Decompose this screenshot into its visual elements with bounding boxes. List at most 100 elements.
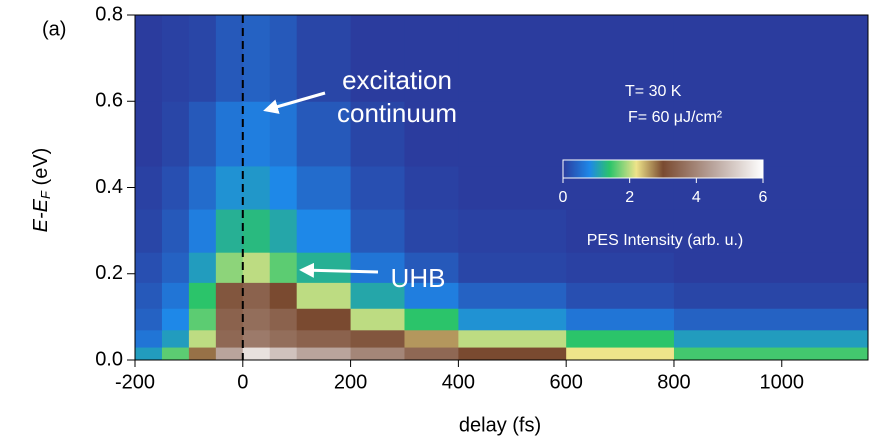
heatmap-cell — [161, 282, 190, 309]
heatmap-cell — [188, 308, 217, 331]
annotation: T= 30 K — [625, 83, 682, 100]
heatmap-cell — [161, 329, 190, 348]
heatmap-cell — [404, 347, 459, 361]
heatmap-cell — [350, 252, 405, 283]
heatmap-cell — [458, 329, 567, 348]
heatmap-cell — [673, 347, 869, 361]
heatmap-cell — [215, 101, 244, 167]
heatmap-cell — [135, 252, 163, 283]
annotation: UHB — [391, 263, 446, 293]
heatmap-cell — [350, 209, 405, 253]
x-axis-label: delay (fs) — [459, 414, 541, 436]
heatmap-cell — [458, 252, 567, 283]
heatmap-cell — [566, 282, 675, 309]
heatmap-cell — [673, 308, 869, 331]
heatmap-cell — [161, 101, 190, 167]
heatmap-cell — [458, 101, 567, 167]
heatmap-cell — [458, 15, 567, 102]
heatmap-cell — [350, 347, 405, 361]
heatmap-cell — [242, 15, 271, 102]
heatmap-cell — [242, 209, 271, 253]
heatmap-cell — [242, 347, 271, 361]
heatmap-cell — [161, 308, 190, 331]
heatmap-cell — [215, 15, 244, 102]
arrow — [299, 262, 379, 278]
heatmap-cell — [350, 308, 405, 331]
heatmap-cell — [269, 165, 298, 210]
heatmap-cell — [404, 252, 459, 283]
colorbar-tick-label: 2 — [625, 189, 634, 206]
heatmap-cell — [350, 101, 405, 167]
heatmap-cell — [188, 101, 217, 167]
heatmap-cell — [269, 252, 298, 283]
heatmap-cell — [188, 165, 217, 210]
heatmap-cell — [269, 209, 298, 253]
x-tick-label: 1000 — [760, 371, 805, 393]
annotation: continuum — [337, 98, 457, 128]
heatmap-cell — [188, 252, 217, 283]
heatmap-cell — [404, 165, 459, 210]
annotation: excitation — [342, 65, 452, 95]
x-tick-label: 200 — [334, 371, 367, 393]
heatmap-cell — [566, 209, 675, 253]
y-tick-label: 0.6 — [95, 90, 123, 112]
heatmap-cell — [188, 329, 217, 348]
heatmap-cell — [673, 15, 869, 102]
heatmap-cell — [673, 209, 869, 253]
y-label-sub: F — [38, 190, 53, 199]
heatmap-cell — [296, 282, 352, 309]
heatmap-cell — [350, 282, 405, 309]
heatmap-cell — [404, 101, 459, 167]
heatmap-cell — [135, 101, 163, 167]
heatmap-cell — [242, 101, 271, 167]
heatmap-cell — [458, 282, 567, 309]
colorbar — [562, 159, 764, 179]
heatmap-cell — [404, 308, 459, 331]
heatmap-cell — [161, 252, 190, 283]
heatmap-cell — [135, 347, 163, 361]
heatmap-cell — [215, 282, 244, 309]
heatmap-cell — [269, 101, 298, 167]
y-tick-label: 0.8 — [95, 3, 123, 25]
heatmap-cell — [161, 209, 190, 253]
heatmap-cell — [458, 165, 567, 210]
heatmap-cell — [242, 282, 271, 309]
heatmap-cell — [566, 15, 675, 102]
arrow — [263, 91, 326, 114]
heatmap-cell — [269, 329, 298, 348]
heatmap-cell — [135, 15, 163, 102]
heatmap-cell — [242, 252, 271, 283]
heatmap-cell — [215, 347, 244, 361]
heatmap-cell — [135, 282, 163, 309]
heatmap-cell — [458, 347, 567, 361]
heatmap-cell — [566, 252, 675, 283]
x-tick-label: -200 — [115, 371, 155, 393]
y-tick-label: 0.2 — [95, 262, 123, 284]
heatmap-cell — [404, 329, 459, 348]
heatmap-cell — [673, 252, 869, 283]
heatmap-cell — [404, 209, 459, 253]
colorbar-tick-label: 0 — [559, 189, 568, 206]
heatmap-cell — [566, 347, 675, 361]
heatmap-cell — [566, 101, 675, 167]
heatmap-cell — [296, 15, 352, 102]
heatmap-cell — [296, 347, 352, 361]
x-tick-label: 800 — [657, 371, 690, 393]
heatmap-cell — [350, 329, 405, 348]
heatmap-cell — [215, 329, 244, 348]
heatmap-cell — [404, 15, 459, 102]
heatmap-cell — [673, 101, 869, 167]
colorbar-label: PES Intensity (arb. u.) — [587, 232, 744, 249]
heatmap-cell — [269, 308, 298, 331]
heatmap-cell — [135, 209, 163, 253]
heatmap-cell — [269, 282, 298, 309]
x-tick-label: 600 — [549, 371, 582, 393]
heatmap-cell — [269, 347, 298, 361]
heatmap-cell — [215, 209, 244, 253]
heatmap-cell — [296, 165, 352, 210]
heatmap-cell — [215, 308, 244, 331]
y-label-main: E-E — [30, 198, 52, 232]
y-label-unit: (eV) — [30, 148, 52, 191]
annotation: F= 60 μJ/cm² — [628, 109, 723, 126]
